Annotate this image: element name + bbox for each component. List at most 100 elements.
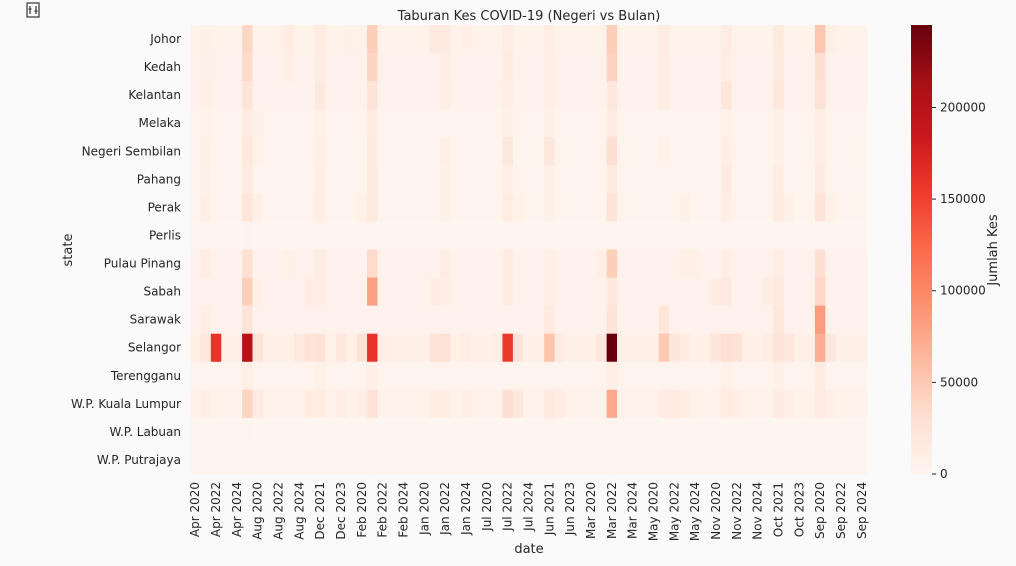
heatmap-cell [314, 417, 326, 447]
heatmap-cell [346, 333, 358, 363]
heatmap-cell [231, 305, 243, 335]
heatmap-cell [200, 277, 212, 307]
heatmap-cell [679, 221, 691, 250]
heatmap-cell [356, 305, 368, 335]
heatmap-cell [627, 249, 639, 278]
heatmap-cell [564, 193, 576, 222]
heatmap-cell [314, 361, 326, 391]
heatmap-cell [242, 25, 253, 54]
heatmap-cell [481, 221, 493, 250]
heatmap-cell [523, 25, 535, 54]
heatmap-cell [429, 109, 441, 138]
heatmap-cell [856, 305, 868, 335]
heatmap-cell [669, 193, 680, 222]
heatmap-cell [794, 137, 805, 166]
heatmap-cell [210, 361, 222, 391]
heatmap-cell [752, 277, 764, 307]
heatmap-cell [419, 165, 430, 194]
x-tick-label: May 2024 [688, 482, 702, 541]
heatmap-cell [283, 109, 295, 138]
heatmap-cell [564, 249, 576, 278]
heatmap-cell [731, 165, 743, 194]
heatmap-cell [398, 417, 410, 447]
heatmap-cell [200, 221, 212, 250]
heatmap-cell [335, 221, 347, 250]
heatmap-cell [325, 137, 337, 166]
heatmap-cell [846, 53, 857, 82]
x-tick-label: Jan 2020 [417, 482, 431, 536]
heatmap-cell [825, 165, 837, 194]
adjust-icon[interactable] [26, 2, 40, 18]
heatmap-cell [419, 277, 430, 307]
heatmap-cell [846, 277, 857, 307]
heatmap-cell [814, 305, 826, 335]
heatmap-cell [721, 277, 732, 307]
heatmap-cell [585, 305, 597, 335]
heatmap-cell [585, 193, 597, 222]
heatmap-cell [294, 361, 305, 391]
heatmap-cell [304, 221, 316, 250]
heatmap-cell [710, 137, 722, 166]
heatmap-cell [335, 305, 347, 335]
heatmap-cell [304, 165, 316, 194]
heatmap-cell [721, 417, 732, 447]
heatmap-cell [429, 81, 441, 110]
heatmap-cell [596, 137, 608, 166]
heatmap-cell [346, 25, 358, 54]
heatmap-cell [679, 417, 691, 447]
heatmap-cell [825, 81, 837, 110]
heatmap-cell [210, 109, 222, 138]
heatmap-cell [242, 165, 253, 194]
heatmap-cell [283, 361, 295, 391]
heatmap-cell [596, 249, 608, 278]
heatmap-cell [606, 249, 618, 278]
y-tick-label: Kelantan [128, 88, 181, 102]
heatmap-cell [314, 305, 326, 335]
heatmap-cell [658, 333, 670, 363]
heatmap-cell [742, 193, 753, 222]
heatmap-cell [835, 137, 847, 166]
heatmap-cell [273, 361, 285, 391]
heatmap-cell [617, 53, 628, 82]
heatmap-cell [408, 165, 420, 194]
heatmap-cell [575, 305, 587, 335]
heatmap-cell [221, 417, 233, 447]
heatmap-cell [689, 305, 701, 335]
heatmap-cell [835, 445, 847, 475]
heatmap-cell [564, 361, 576, 391]
heatmap-cell [439, 25, 451, 54]
heatmap-cell [356, 81, 368, 110]
heatmap-cell [294, 305, 305, 335]
heatmap-cell [419, 193, 430, 222]
heatmap-cell [314, 445, 326, 475]
heatmap-cell [408, 389, 420, 419]
heatmap-cell [471, 81, 483, 110]
heatmap-cell [564, 305, 576, 335]
heatmap-cell [846, 81, 857, 110]
heatmap-cell [460, 361, 472, 391]
heatmap-cell [731, 221, 743, 250]
heatmap-cell [190, 81, 201, 110]
heatmap-cell [721, 361, 732, 391]
heatmap-cell [231, 137, 243, 166]
heatmap-cell [825, 137, 837, 166]
heatmap-cell [742, 221, 753, 250]
heatmap-cell [585, 417, 597, 447]
heatmap-cell [700, 53, 712, 82]
heatmap-cell [387, 361, 399, 391]
heatmap-cell [575, 417, 587, 447]
heatmap-cell [471, 277, 483, 307]
heatmap-cell [294, 109, 305, 138]
heatmap-cell [637, 277, 649, 307]
heatmap-cell [512, 249, 524, 278]
heatmap-cell [606, 25, 618, 54]
heatmap-cell [283, 81, 295, 110]
heatmap-cell [752, 193, 764, 222]
heatmap-cell [742, 389, 753, 419]
heatmap-cell [575, 221, 587, 250]
heatmap-cell [658, 81, 670, 110]
heatmap-cell [742, 445, 753, 475]
heatmap-cell [231, 445, 243, 475]
heatmap-cell [794, 361, 805, 391]
heatmap-cell [814, 109, 826, 138]
